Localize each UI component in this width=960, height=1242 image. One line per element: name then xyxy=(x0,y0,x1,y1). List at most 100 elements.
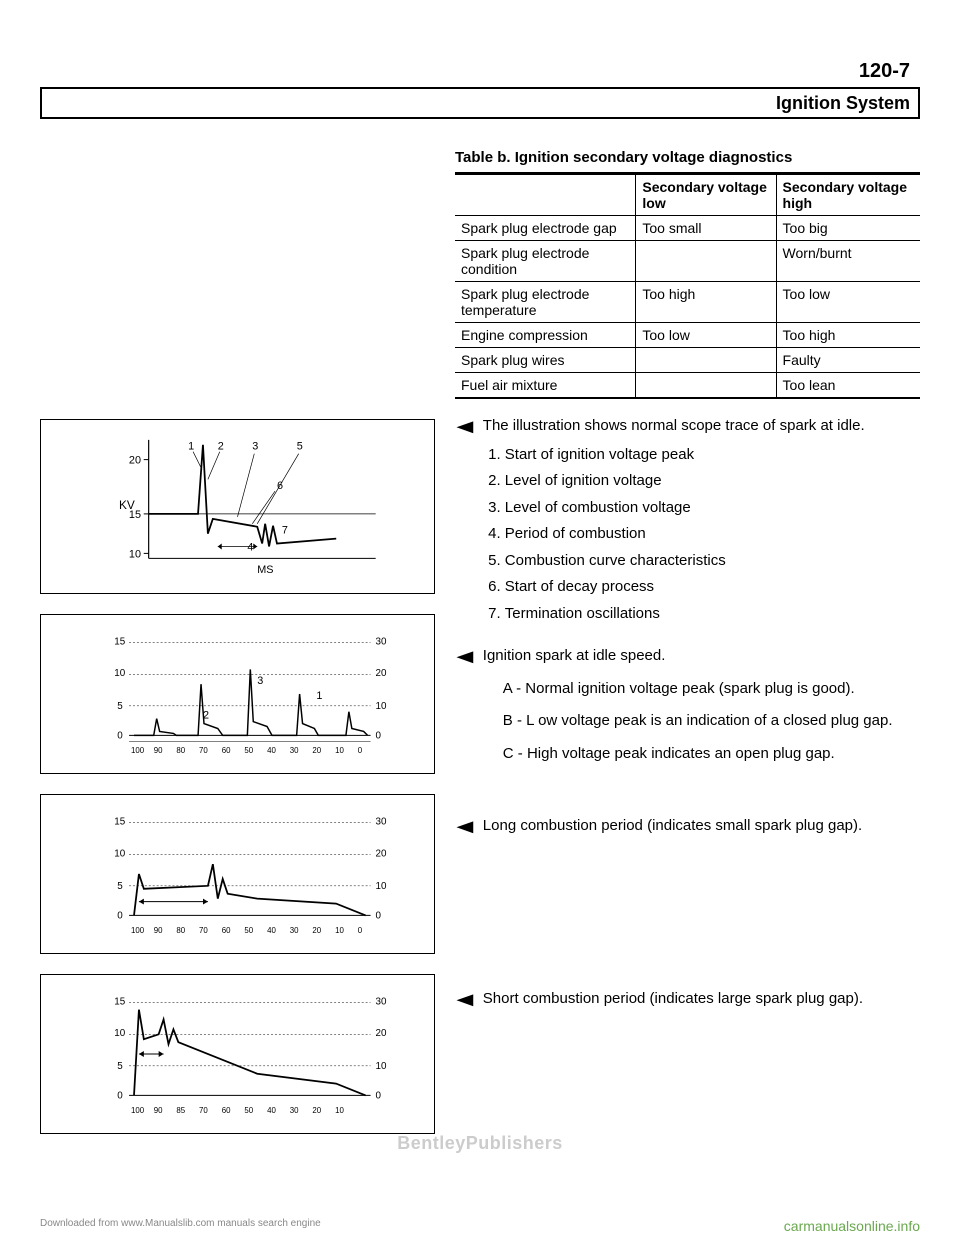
svg-text:MS: MS xyxy=(257,564,273,576)
svg-text:20: 20 xyxy=(376,1028,387,1039)
svg-text:80: 80 xyxy=(176,926,185,935)
block-illustration-list: ◄ The illustration shows normal scope tr… xyxy=(455,415,920,629)
block2-b: B - L ow voltage peak is an indication o… xyxy=(503,710,920,733)
svg-text:20: 20 xyxy=(312,926,321,935)
list-item: Combustion curve characteristics xyxy=(505,550,920,573)
svg-text:3: 3 xyxy=(252,441,258,453)
table-cell: Too high xyxy=(636,282,776,323)
svg-text:10: 10 xyxy=(114,1028,125,1039)
svg-text:30: 30 xyxy=(290,746,299,755)
svg-text:5: 5 xyxy=(297,441,303,453)
svg-text:0: 0 xyxy=(117,1090,123,1101)
svg-text:80: 80 xyxy=(176,746,185,755)
svg-text:1: 1 xyxy=(316,690,322,702)
list-item: Start of decay process xyxy=(505,576,920,599)
svg-text:10: 10 xyxy=(335,926,344,935)
svg-text:100: 100 xyxy=(131,746,145,755)
watermark: BentleyPublishers xyxy=(397,1133,563,1154)
list-item: Level of ignition voltage xyxy=(505,470,920,493)
svg-text:5: 5 xyxy=(117,701,123,712)
svg-text:40: 40 xyxy=(267,746,276,755)
svg-text:50: 50 xyxy=(244,746,253,755)
svg-text:0: 0 xyxy=(358,746,363,755)
block-short-combustion: ◄ Short combustion period (indicates lar… xyxy=(455,988,920,1011)
col-low: Secondary voltage low xyxy=(636,174,776,216)
table-cell: Faulty xyxy=(776,348,920,373)
arrow-icon: ◄ xyxy=(451,817,479,837)
svg-text:50: 50 xyxy=(244,1106,253,1115)
svg-text:30: 30 xyxy=(290,926,299,935)
svg-text:70: 70 xyxy=(199,1106,208,1115)
page-footer: Downloaded from www.Manualslib.com manua… xyxy=(40,1218,920,1234)
block2-intro: Ignition spark at idle speed. xyxy=(483,647,666,664)
table-cell: Too low xyxy=(636,323,776,348)
col-blank xyxy=(455,174,636,216)
col-high: Secondary voltage high xyxy=(776,174,920,216)
svg-text:15: 15 xyxy=(114,817,125,828)
svg-text:60: 60 xyxy=(222,926,231,935)
table-cell: Spark plug wires xyxy=(455,348,636,373)
svg-text:20: 20 xyxy=(376,668,387,679)
svg-text:90: 90 xyxy=(154,1106,163,1115)
svg-text:10: 10 xyxy=(335,1106,344,1115)
table-cell xyxy=(636,348,776,373)
svg-text:10: 10 xyxy=(376,881,387,892)
svg-text:7: 7 xyxy=(282,525,288,537)
header-title: Ignition System xyxy=(776,93,910,114)
text-column: Table b. Ignition secondary voltage diag… xyxy=(455,149,920,1154)
arrow-icon: ◄ xyxy=(451,990,479,1010)
table-cell: Too lean xyxy=(776,373,920,399)
svg-text:0: 0 xyxy=(117,910,123,921)
list-item: Level of combustion voltage xyxy=(505,497,920,520)
svg-text:70: 70 xyxy=(199,746,208,755)
figures-column: KV 20 15 10 MS 1 2 xyxy=(40,149,435,1154)
svg-text:20: 20 xyxy=(312,1106,321,1115)
table-cell: Worn/burnt xyxy=(776,241,920,282)
svg-text:10: 10 xyxy=(376,1061,387,1072)
table-cell: Too high xyxy=(776,323,920,348)
block2-a: A - Normal ignition voltage peak (spark … xyxy=(503,678,920,701)
table-cell: Spark plug electrode gap xyxy=(455,216,636,241)
footer-right: carmanualsonline.info xyxy=(784,1218,920,1234)
list-item: Termination oscillations xyxy=(505,603,920,626)
svg-text:10: 10 xyxy=(376,701,387,712)
table-cell xyxy=(636,373,776,399)
svg-text:30: 30 xyxy=(376,997,387,1008)
list-item: Period of combustion xyxy=(505,523,920,546)
table-cell: Too small xyxy=(636,216,776,241)
svg-text:20: 20 xyxy=(312,746,321,755)
svg-text:30: 30 xyxy=(290,1106,299,1115)
table-cell: Fuel air mixture xyxy=(455,373,636,399)
table-cell: Spark plug electrode temperature xyxy=(455,282,636,323)
svg-text:5: 5 xyxy=(117,881,123,892)
svg-text:60: 60 xyxy=(222,746,231,755)
block1-intro: The illustration shows normal scope trac… xyxy=(483,417,865,434)
svg-text:2: 2 xyxy=(218,441,224,453)
svg-text:1: 1 xyxy=(188,441,194,453)
table-cell: Too low xyxy=(776,282,920,323)
table-title: Table b. Ignition secondary voltage diag… xyxy=(455,149,920,166)
svg-text:90: 90 xyxy=(154,746,163,755)
svg-text:85: 85 xyxy=(176,1106,185,1115)
svg-text:15: 15 xyxy=(114,637,125,648)
svg-text:2: 2 xyxy=(203,710,209,722)
svg-text:20: 20 xyxy=(376,848,387,859)
svg-text:0: 0 xyxy=(376,910,382,921)
svg-text:0: 0 xyxy=(376,1090,382,1101)
block4-text: Short combustion period (indicates large… xyxy=(483,988,920,1011)
svg-text:40: 40 xyxy=(267,926,276,935)
svg-text:15: 15 xyxy=(114,997,125,1008)
svg-text:0: 0 xyxy=(358,926,363,935)
svg-text:3: 3 xyxy=(257,675,263,687)
block1-list: Start of ignition voltage peakLevel of i… xyxy=(483,444,920,626)
table-cell xyxy=(636,241,776,282)
diagnostics-table: Secondary voltage low Secondary voltage … xyxy=(455,172,920,399)
block2-c: C - High voltage peak indicates an open … xyxy=(503,743,920,766)
table-cell: Spark plug electrode condition xyxy=(455,241,636,282)
figure-long-combustion: 15 10 5 0 30 20 10 0 xyxy=(40,794,435,954)
svg-text:0: 0 xyxy=(117,730,123,741)
svg-text:10: 10 xyxy=(114,668,125,679)
svg-text:10: 10 xyxy=(335,746,344,755)
svg-text:5: 5 xyxy=(117,1061,123,1072)
arrow-icon: ◄ xyxy=(451,647,479,667)
